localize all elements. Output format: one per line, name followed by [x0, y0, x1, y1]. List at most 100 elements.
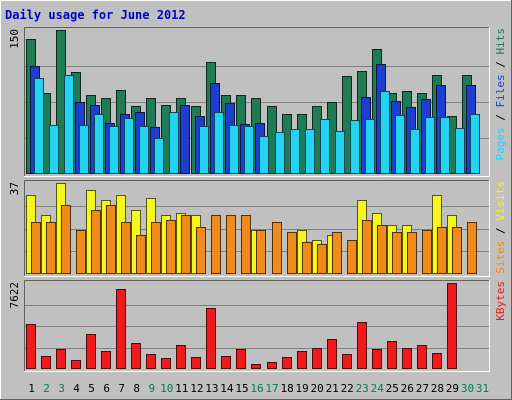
- x-tick-label-day-21: 21: [326, 382, 339, 395]
- bar-sites-day-27: [422, 230, 432, 274]
- x-tick-label-day-30: 30: [461, 382, 474, 395]
- series-sites: [31, 205, 477, 274]
- bar-sites-day-3: [61, 205, 71, 274]
- bar-pages-day-13: [214, 112, 224, 174]
- y-max-label: 37: [8, 182, 21, 195]
- bar-sites-day-29: [452, 227, 462, 274]
- x-tick-label-day-10: 10: [160, 382, 173, 395]
- bar-pages-day-3: [64, 75, 74, 174]
- bar-pages-day-16: [259, 136, 269, 174]
- bar-sites-day-13: [211, 215, 221, 274]
- bar-kbytes-day-20: [312, 348, 322, 369]
- x-tick-label-day-6: 6: [103, 382, 110, 395]
- bar-kbytes-day-27: [417, 345, 427, 369]
- bar-pages-day-29: [455, 128, 465, 174]
- legend-visits_sites: Sites / Visits: [494, 181, 507, 274]
- bar-pages-day-12: [199, 126, 209, 174]
- x-tick-label-day-28: 28: [431, 382, 444, 395]
- bar-sites-day-20: [317, 244, 327, 274]
- bar-kbytes-day-22: [342, 354, 352, 369]
- bar-pages-day-5: [94, 114, 104, 174]
- bar-sites-day-7: [121, 222, 131, 274]
- legend-item-files: Files: [494, 74, 507, 107]
- x-tick-label-day-24: 24: [371, 382, 385, 395]
- panel-hits_files_pages: 150 Pages / Files / Hits: [8, 27, 507, 177]
- chart-title: Daily usage for June 2012: [5, 8, 186, 22]
- bar-sites-day-6: [106, 205, 116, 274]
- legend-item-kbytes: KBytes: [494, 281, 507, 321]
- x-tick-label-day-16: 16: [250, 382, 263, 395]
- chart-panels: 150 Pages / Files / Hits 37 Sites / Visits 7…: [8, 27, 507, 372]
- bar-kbytes-day-11: [176, 345, 186, 369]
- legend-item-sites: Sites: [494, 241, 507, 274]
- bar-pages-day-26: [410, 129, 420, 174]
- bar-sites-day-16: [256, 230, 266, 274]
- x-tick-label-day-17: 17: [265, 382, 278, 395]
- bar-sites-day-23: [362, 220, 372, 274]
- y-max-label: 7622: [8, 282, 21, 309]
- x-tick-label-day-19: 19: [295, 382, 308, 395]
- panel-kbytes: 7622 KBytes: [8, 280, 507, 372]
- bar-sites-day-9: [151, 222, 161, 274]
- bar-sites-day-26: [407, 232, 417, 274]
- x-tick-label-day-31: 31: [476, 382, 489, 395]
- bar-kbytes-day-19: [297, 351, 307, 369]
- x-tick-label-day-14: 14: [220, 382, 234, 395]
- x-tick-label-day-20: 20: [310, 382, 323, 395]
- bar-kbytes-day-29: [447, 283, 457, 369]
- bar-kbytes-day-9: [146, 354, 156, 369]
- x-tick-label-day-3: 3: [58, 382, 65, 395]
- bar-pages-day-4: [79, 125, 89, 174]
- bar-kbytes-day-16: [251, 364, 261, 369]
- bar-kbytes-day-17: [267, 362, 277, 369]
- x-tick-label-day-26: 26: [401, 382, 414, 395]
- bar-pages-day-2: [49, 125, 59, 174]
- bar-pages-day-19: [305, 129, 315, 174]
- legend-separator: /: [494, 221, 507, 241]
- bar-kbytes-day-25: [387, 341, 397, 369]
- x-tick-label-day-1: 1: [28, 382, 35, 395]
- bar-pages-day-1: [34, 78, 44, 174]
- x-tick-label-day-13: 13: [205, 382, 218, 395]
- x-tick-label-day-5: 5: [88, 382, 95, 395]
- bar-sites-day-5: [91, 210, 101, 274]
- x-tick-label-day-25: 25: [386, 382, 399, 395]
- bar-sites-day-14: [226, 215, 236, 274]
- bar-kbytes-day-6: [101, 351, 111, 369]
- x-tick-label-day-7: 7: [118, 382, 125, 395]
- bar-pages-day-27: [425, 117, 435, 174]
- bar-pages-day-21: [335, 131, 345, 174]
- bar-kbytes-day-8: [131, 343, 141, 369]
- bar-kbytes-day-3: [56, 349, 66, 369]
- legend-item-pages: Pages: [494, 127, 507, 160]
- x-tick-label-day-9: 9: [148, 382, 155, 395]
- bar-kbytes-day-26: [402, 348, 412, 369]
- x-tick-label-day-15: 15: [235, 382, 248, 395]
- bar-kbytes-day-15: [236, 349, 246, 369]
- bar-kbytes-day-7: [116, 289, 126, 369]
- x-tick-label-day-22: 22: [341, 382, 354, 395]
- bar-kbytes-day-13: [206, 308, 216, 369]
- bar-sites-day-24: [377, 225, 387, 274]
- x-tick-label-day-27: 27: [416, 382, 429, 395]
- series-pages: [34, 75, 480, 174]
- bar-pages-day-6: [109, 126, 119, 174]
- bar-kbytes-day-2: [41, 356, 51, 369]
- x-tick-label-day-29: 29: [446, 382, 459, 395]
- bar-kbytes-day-14: [221, 356, 231, 369]
- x-axis-day-labels: 1 2 3 4 5 6 7 8 9 10 11 12 13 14 15 16 17 18 19 20 21 22 23 24 2…: [28, 382, 489, 395]
- legend-item-visits: Visits: [494, 181, 507, 221]
- bar-sites-day-15: [241, 215, 251, 274]
- bar-files-day-11: [180, 105, 190, 174]
- bar-pages-day-20: [320, 119, 330, 174]
- bar-pages-day-22: [350, 120, 360, 174]
- bar-sites-day-25: [392, 232, 402, 274]
- bar-pages-day-25: [395, 115, 405, 174]
- x-tick-label-day-11: 11: [175, 382, 188, 395]
- bar-pages-day-7: [124, 118, 134, 174]
- bar-kbytes-day-23: [357, 322, 367, 369]
- legend-separator: /: [494, 55, 507, 75]
- legend-item-hits: Hits: [494, 28, 507, 55]
- x-tick-label-day-18: 18: [280, 382, 293, 395]
- series-kbytes: [26, 283, 457, 369]
